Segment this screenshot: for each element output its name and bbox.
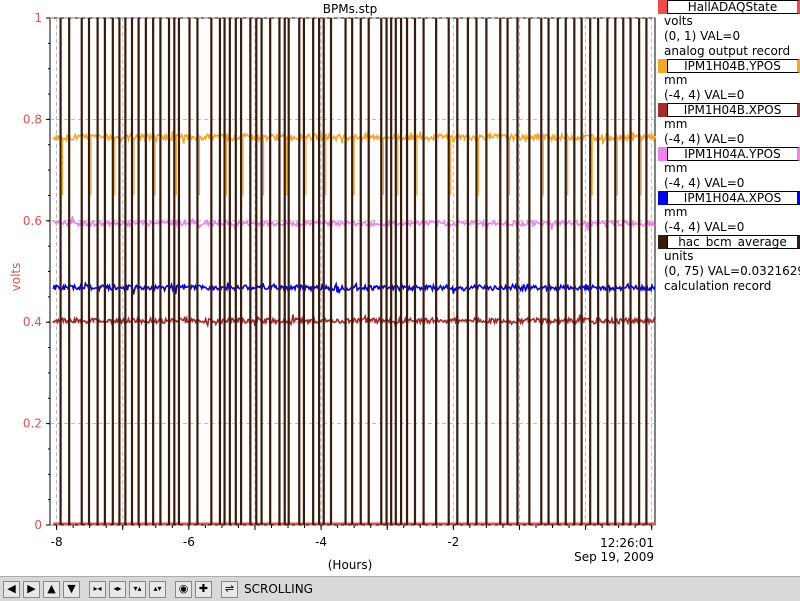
legend-series-name[interactable]: IPM1H04B.XPOS — [667, 103, 800, 117]
legend-detail: (0, 75) VAL=0.0321629 — [664, 264, 800, 278]
y-tick-label: 0.4 — [23, 315, 42, 329]
x-axis-label: (Hours) — [327, 558, 373, 572]
zoom-in-y-button[interactable]: ▾▴ — [129, 580, 146, 598]
crosshair-icon: ✚ — [198, 582, 209, 595]
chart-title: BPMs.stp — [322, 2, 378, 16]
x-tick-label: -6 — [183, 535, 195, 549]
legend-detail: (0, 1) VAL=0 — [664, 29, 741, 43]
current-time-label: 12:26:01 Sep 19, 2009 — [560, 536, 654, 564]
legend-swatch — [658, 103, 667, 117]
y-tick-label: 0.2 — [23, 417, 42, 431]
y-tick-label: 0.8 — [23, 112, 42, 126]
scroll-right-button[interactable]: ▶ — [23, 580, 40, 598]
scroll-down-icon: ▼ — [67, 582, 76, 595]
legend-entry[interactable]: IPM1H04A.YPOS mm (-4, 4) VAL=0 — [658, 147, 800, 191]
strip-chart-plot[interactable]: 0 0.2 0.4 0.6 0.8 1 -8 -6 -4 -2 — [0, 0, 660, 576]
zoom-out-x-button[interactable]: ◂▸ — [109, 580, 126, 598]
legend-detail: (-4, 4) VAL=0 — [664, 176, 745, 190]
legend-entry[interactable]: IPM1H04B.XPOS mm (-4, 4) VAL=0 — [658, 103, 800, 147]
legend-detail: mm — [664, 161, 688, 175]
legend-detail: mm — [664, 117, 688, 131]
zoom-in-x-button[interactable]: ▸◂ — [89, 580, 106, 598]
zoom-out-x-icon: ◂▸ — [113, 584, 122, 593]
scroll-left-button[interactable]: ◀ — [3, 580, 20, 598]
legend-series-name[interactable]: IPM1H04B.YPOS — [667, 59, 800, 73]
scrolling-toggle-icon: ⇌ — [224, 582, 235, 595]
y-tick-label: 0.6 — [23, 214, 42, 228]
scrolling-toggle-button[interactable]: ⇌ — [221, 580, 238, 598]
scrolling-mode-label: SCROLLING — [244, 582, 313, 596]
scroll-down-button[interactable]: ▼ — [63, 580, 80, 598]
legend-series-name[interactable]: IPM1H04A.XPOS — [667, 191, 800, 205]
legend-entry[interactable]: HallADAQState volts (0, 1) VAL=0 analog out… — [658, 0, 800, 59]
scroll-up-icon: ▲ — [47, 582, 56, 595]
autoscale-icon: ◉ — [178, 582, 189, 595]
legend-series-name[interactable]: hac_bcm_average — [667, 235, 800, 249]
x-tick-label: -2 — [447, 535, 459, 549]
legend-entry[interactable]: IPM1H04B.YPOS mm (-4, 4) VAL=0 — [658, 59, 800, 103]
toolbar: ◀ ▶ ▲ ▼ ▸◂ ◂▸ ▾▴ ▴▾ ◉ ✚ ⇌ SCROLLING — [0, 576, 800, 601]
legend-detail: analog output record — [664, 44, 791, 58]
legend-series-name[interactable]: HallADAQState — [667, 0, 800, 14]
y-tick-label: 0 — [34, 518, 42, 532]
current-date: Sep 19, 2009 — [574, 550, 654, 564]
zoom-out-y-button[interactable]: ▴▾ — [149, 580, 166, 598]
legend-detail: units — [664, 249, 694, 263]
zoom-in-y-icon: ▾▴ — [133, 584, 142, 593]
legend-series-name[interactable]: IPM1H04A.YPOS — [667, 147, 800, 161]
current-time: 12:26:01 — [600, 536, 654, 550]
x-tick-label: -8 — [51, 535, 63, 549]
legend-panel: HallADAQState volts (0, 1) VAL=0 analog out… — [658, 0, 800, 294]
y-tick-label: 1 — [34, 11, 42, 25]
legend-detail: mm — [664, 205, 688, 219]
legend-swatch — [658, 147, 667, 161]
legend-swatch — [658, 191, 667, 205]
legend-detail: calculation record — [664, 279, 772, 293]
legend-swatch — [658, 235, 667, 249]
legend-entry[interactable]: IPM1H04A.XPOS mm (-4, 4) VAL=0 — [658, 191, 800, 235]
legend-detail: (-4, 4) VAL=0 — [664, 132, 745, 146]
legend-swatch — [658, 59, 667, 73]
y-axis-label: volts — [9, 262, 23, 292]
scroll-left-icon: ◀ — [7, 582, 16, 595]
zoom-in-x-icon: ▸◂ — [93, 584, 102, 593]
legend-detail: volts — [664, 14, 693, 28]
legend-entry[interactable]: hac_bcm_average units (0, 75) VAL=0.032162… — [658, 235, 800, 294]
legend-detail: (-4, 4) VAL=0 — [664, 88, 745, 102]
scroll-right-icon: ▶ — [27, 582, 36, 595]
legend-detail: (-4, 4) VAL=0 — [664, 220, 745, 234]
x-tick-label: -4 — [315, 535, 327, 549]
crosshair-button[interactable]: ✚ — [195, 580, 212, 598]
autoscale-button[interactable]: ◉ — [175, 580, 192, 598]
legend-detail: mm — [664, 73, 688, 87]
legend-swatch — [658, 0, 667, 14]
zoom-out-y-icon: ▴▾ — [153, 584, 162, 593]
scroll-up-button[interactable]: ▲ — [43, 580, 60, 598]
